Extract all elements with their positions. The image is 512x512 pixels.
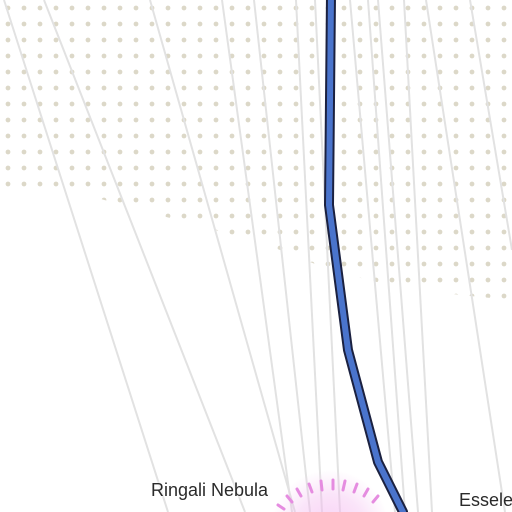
place-label-esseleth[interactable]: Esseleth: [459, 491, 512, 509]
place-label-ringali-nebula[interactable]: Ringali Nebula: [151, 481, 268, 499]
